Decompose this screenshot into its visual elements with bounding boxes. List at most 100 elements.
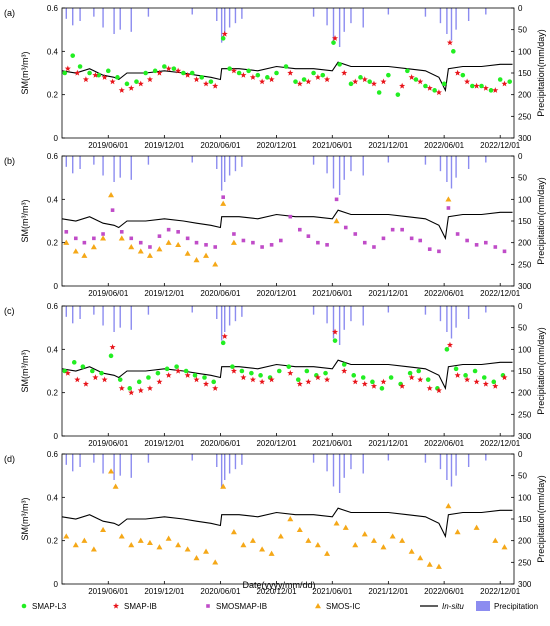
smap-ib-point: [435, 89, 442, 96]
y-tick-label: 0.4: [47, 345, 59, 354]
smap-ib-point: [446, 341, 453, 348]
precipitation-bar: [79, 8, 81, 21]
smap-l3-point: [181, 70, 186, 76]
x-tick-label: 2021/12/01: [368, 587, 409, 596]
smosmap-ib-point: [138, 240, 143, 245]
y2-tick-label: 50: [518, 324, 527, 333]
smosmap-ib-point: [82, 240, 87, 245]
smap-ib-point: [137, 80, 144, 87]
precipitation-bar: [65, 8, 67, 19]
y2-tick-label: 150: [518, 217, 532, 226]
precipitation-bar: [450, 156, 453, 189]
smap-l3-point: [146, 375, 151, 380]
smos-ic-point: [389, 533, 396, 539]
precipitation-bar: [147, 156, 150, 165]
smos-ic-point: [399, 537, 406, 543]
legend-item-smap-ib: SMAP-IB: [112, 602, 157, 611]
precipitation-bar: [362, 306, 364, 326]
precipitation-bar: [332, 156, 335, 189]
smos-ic-point: [90, 546, 97, 552]
precipitation-bar: [241, 454, 243, 465]
legend-label: Precipitation: [494, 602, 538, 611]
smap-ib-point: [82, 380, 89, 387]
x-tick-label: 2019/06/01: [88, 439, 129, 448]
y2-tick-label: 250: [518, 260, 532, 269]
precipitation-bar: [439, 454, 442, 470]
precipitation-bar: [72, 156, 74, 174]
precipitation-bar: [224, 8, 226, 34]
smap-l3-point: [405, 68, 410, 74]
precipitation-bar: [220, 306, 223, 341]
smos-ic-series: [63, 468, 508, 569]
smosmap-ib-point: [194, 240, 199, 245]
smap-ib-point: [101, 74, 108, 80]
smap-l3-point: [472, 368, 478, 374]
precipitation-bar: [102, 8, 104, 28]
smosmap-ib-point: [418, 238, 423, 243]
panel-d: 0 0.2 0.4 0.6 300 250 200 150 100 50 0 2019/06/01 20…: [4, 450, 546, 596]
smap-l3-point: [395, 92, 401, 97]
smos-ic-point: [203, 548, 210, 554]
smap-ib-point: [426, 385, 433, 391]
smosmap-ib-point: [92, 236, 96, 241]
x-tick-label: 2022/12/01: [480, 587, 521, 596]
smap-l3-point: [332, 338, 338, 343]
smap-l3-point: [239, 368, 245, 374]
smos-ic-point: [100, 526, 107, 533]
y-tick-label: 0.6: [47, 450, 59, 459]
smap-l3-point: [183, 368, 189, 374]
smap-l3-point: [162, 64, 167, 69]
smosmap-ib-point: [343, 225, 348, 230]
smap-l3-point: [143, 70, 148, 76]
y-tick-label: 0.4: [47, 195, 59, 204]
precipitation-bar: [228, 454, 231, 474]
smos-ic-point: [90, 244, 97, 250]
precipitation-bar: [362, 454, 364, 474]
smos-ic-point: [259, 546, 266, 552]
smap-l3-point: [117, 377, 123, 382]
precipitation-bar: [446, 156, 448, 182]
x-tick-label: 2019/06/01: [88, 141, 129, 150]
y-axis-label: SM(m³/m³): [20, 350, 30, 393]
smos-ic-point: [277, 533, 284, 539]
smos-ic-point: [146, 252, 153, 258]
precipitation-bar: [424, 156, 427, 165]
x-tick-label: 2022/06/01: [424, 289, 465, 298]
y-axis-label: SM(m³/m³): [20, 52, 30, 95]
smos-ic-point: [108, 192, 115, 198]
precipitation-bar: [130, 306, 132, 330]
x-tick-label: 2019/12/01: [144, 141, 185, 150]
smos-ic-point: [63, 533, 70, 539]
smap-ib-point: [137, 387, 144, 394]
y2-tick-label: 250: [518, 410, 532, 419]
precipitation-bar: [338, 454, 341, 493]
in-situ-line: [61, 61, 513, 93]
precipitation-bar: [424, 454, 427, 463]
smos-ic-point: [314, 542, 321, 548]
legend-swatch: [476, 601, 490, 611]
y-tick-label: 0.2: [47, 537, 59, 546]
smap-ib-point: [184, 372, 191, 378]
smosmap-ib-point: [288, 214, 293, 219]
x-axis-label: Date(yyyy/mm/dd): [242, 580, 315, 590]
precipitation-bar: [439, 156, 442, 172]
precipitation-bar: [119, 454, 121, 476]
smap-l3-point: [199, 75, 205, 80]
smap-ib-point: [92, 374, 99, 381]
precipitation-bar: [326, 454, 328, 472]
x-tick-label: 2019/12/01: [144, 587, 185, 596]
smap-l3-point: [258, 373, 263, 378]
precipitation-bar: [216, 454, 218, 467]
smos-ic-point: [175, 241, 182, 248]
smos-ic-point: [63, 239, 70, 245]
smap-l3-point: [192, 373, 198, 378]
x-tick-label: 2022/12/01: [480, 439, 521, 448]
x-tick-label: 2020/12/01: [256, 141, 297, 150]
y2-tick-label: 250: [518, 112, 532, 121]
smap-ib-point: [473, 82, 480, 89]
precipitation-bar: [485, 306, 487, 313]
legend-label: SMAP-L3: [32, 602, 67, 611]
precipitation-bar: [387, 8, 390, 15]
legend-label: SMAP-IB: [124, 602, 157, 611]
smap-ib-series: [64, 30, 508, 96]
